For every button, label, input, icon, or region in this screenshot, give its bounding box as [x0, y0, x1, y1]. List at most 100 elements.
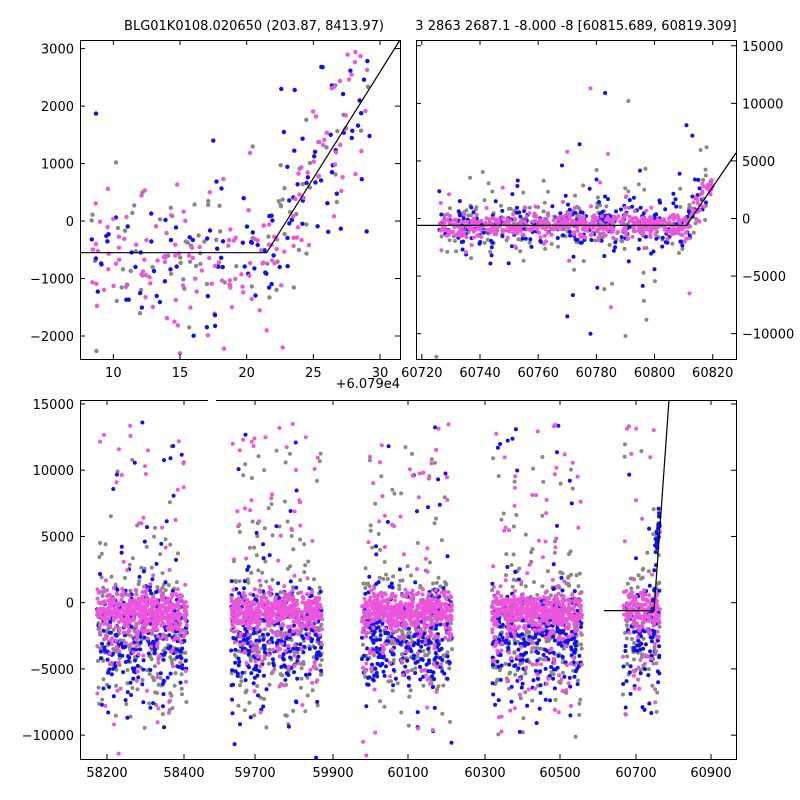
data-point: [267, 682, 272, 687]
data-point: [450, 218, 455, 223]
data-point: [403, 587, 408, 592]
panel-bottom: 58200 58400 59700 59900 60100 60300 60500 60700…: [22, 396, 737, 781]
data-point: [500, 208, 505, 213]
data-point: [168, 655, 173, 660]
data-point: [261, 589, 266, 594]
data-point: [306, 625, 311, 630]
data-point: [619, 235, 624, 239]
data-point: [147, 617, 152, 622]
data-point: [544, 217, 549, 222]
data-point: [623, 205, 628, 210]
data-point: [113, 582, 118, 587]
data-point: [417, 635, 422, 640]
data-point: [243, 690, 248, 695]
data-point: [305, 170, 310, 175]
plot-area-top-right: [416, 86, 737, 359]
data-point: [251, 681, 256, 686]
data-point: [249, 498, 254, 503]
data-point: [325, 201, 330, 206]
data-point: [551, 650, 556, 655]
data-point: [124, 214, 129, 220]
data-point: [417, 471, 422, 476]
data-point: [390, 638, 395, 643]
data-point: [419, 644, 424, 649]
data-point: [371, 617, 376, 622]
data-point: [653, 232, 658, 237]
data-point: [255, 242, 260, 248]
data-point: [457, 199, 462, 204]
data-point: [241, 437, 246, 442]
data-point: [370, 662, 374, 667]
data-point: [211, 138, 216, 143]
data-point: [283, 677, 288, 682]
data-point: [380, 494, 385, 499]
data-point: [654, 236, 659, 241]
data-point: [291, 646, 296, 651]
data-point: [390, 585, 395, 590]
data-point: [458, 230, 463, 235]
data-point: [644, 317, 649, 322]
data-point: [285, 264, 290, 269]
data-point: [391, 658, 396, 663]
data-point: [320, 617, 324, 622]
data-point: [703, 167, 708, 172]
data-point: [641, 219, 646, 224]
data-point: [703, 218, 708, 222]
data-point: [132, 203, 137, 208]
data-point: [563, 193, 568, 198]
data-point: [109, 660, 114, 665]
data-point: [428, 560, 432, 565]
data-point: [270, 647, 275, 652]
data-point: [124, 702, 129, 707]
data-point: [138, 597, 143, 602]
data-point: [255, 646, 260, 651]
data-point: [642, 246, 647, 251]
data-point: [515, 205, 519, 210]
data-point: [565, 314, 570, 319]
data-point: [445, 650, 450, 655]
data-point: [207, 190, 212, 195]
data-point: [140, 269, 146, 274]
data-point: [97, 219, 103, 224]
data-point: [406, 675, 411, 680]
data-point: [132, 655, 137, 660]
data-point: [264, 725, 269, 730]
data-point: [153, 525, 157, 530]
data-point: [422, 621, 427, 626]
data-point: [270, 492, 274, 497]
data-point: [258, 583, 263, 588]
data-point: [378, 608, 383, 613]
data-point: [577, 712, 582, 717]
data-point: [155, 634, 160, 639]
data-point: [691, 230, 696, 235]
data-point: [240, 670, 245, 675]
data-point: [410, 451, 414, 456]
data-point: [310, 688, 315, 693]
data-point: [675, 213, 680, 218]
data-point: [560, 163, 564, 168]
data-point: [289, 606, 294, 611]
data-point: [599, 238, 604, 243]
data-point: [437, 502, 442, 507]
data-point: [638, 168, 642, 173]
data-point: [142, 600, 147, 604]
data-point: [549, 232, 554, 237]
data-point: [228, 282, 233, 288]
panel-top-right-frame: [416, 40, 737, 360]
data-point: [226, 243, 231, 248]
data-point: [164, 316, 170, 321]
data-point: [304, 251, 309, 256]
data-point: [235, 509, 240, 514]
data-point: [485, 228, 490, 233]
data-point: [278, 603, 283, 608]
data-point: [598, 203, 603, 208]
data-point: [400, 609, 405, 614]
data-point: [523, 219, 527, 224]
data-point: [277, 654, 282, 659]
data-point: [414, 628, 419, 633]
data-point: [375, 661, 380, 666]
data-point: [262, 248, 267, 253]
data-point: [434, 588, 438, 593]
data-point: [340, 91, 346, 97]
data-point: [567, 216, 572, 221]
